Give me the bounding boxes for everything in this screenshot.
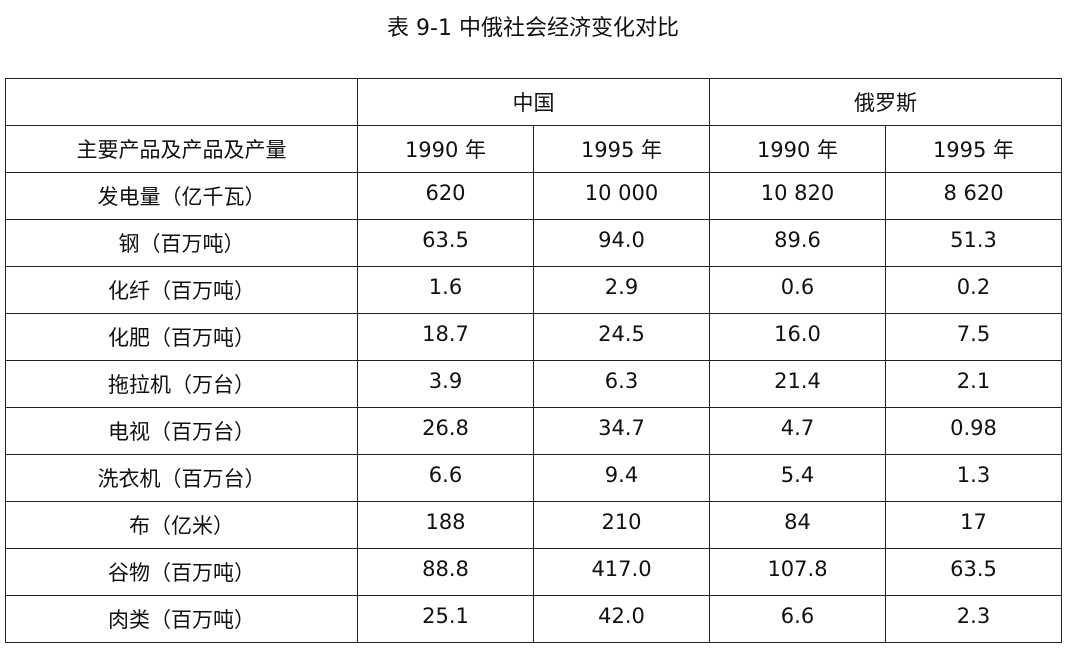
value-cell: 8 620: [885, 172, 1062, 220]
value-cell: 3.9: [357, 360, 534, 408]
empty-header-cell: [5, 78, 358, 126]
table-row: 拖拉机（万台） 3.9 6.3 21.4 2.1: [5, 360, 1062, 408]
value-cell: 25.1: [357, 595, 534, 643]
value-cell: 210: [533, 501, 710, 549]
row-label-header: 主要产品及产品及产量: [5, 125, 358, 173]
comparison-table: 中国 俄罗斯 主要产品及产品及产量 1990 年 1995 年 1990 年 1…: [5, 78, 1062, 643]
value-cell: 51.3: [885, 219, 1062, 267]
value-cell: 10 000: [533, 172, 710, 220]
value-cell: 24.5: [533, 313, 710, 361]
row-label: 发电量（亿千瓦）: [5, 172, 358, 220]
row-label: 谷物（百万吨）: [5, 548, 358, 596]
table-row: 钢（百万吨） 63.5 94.0 89.6 51.3: [5, 219, 1062, 267]
value-cell: 94.0: [533, 219, 710, 267]
header-row-years: 主要产品及产品及产量 1990 年 1995 年 1990 年 1995 年: [5, 125, 1062, 173]
value-cell: 0.98: [885, 407, 1062, 455]
header-row-countries: 中国 俄罗斯: [5, 78, 1062, 126]
value-cell: 1.6: [357, 266, 534, 314]
value-cell: 2.1: [885, 360, 1062, 408]
value-cell: 10 820: [709, 172, 886, 220]
value-cell: 6.6: [357, 454, 534, 502]
row-label: 电视（百万台）: [5, 407, 358, 455]
value-cell: 417.0: [533, 548, 710, 596]
value-cell: 1.3: [885, 454, 1062, 502]
value-cell: 2.9: [533, 266, 710, 314]
row-label: 化肥（百万吨）: [5, 313, 358, 361]
value-cell: 26.8: [357, 407, 534, 455]
value-cell: 0.6: [709, 266, 886, 314]
value-cell: 21.4: [709, 360, 886, 408]
value-cell: 9.4: [533, 454, 710, 502]
value-cell: 2.3: [885, 595, 1062, 643]
row-label: 肉类（百万吨）: [5, 595, 358, 643]
value-cell: 63.5: [357, 219, 534, 267]
value-cell: 63.5: [885, 548, 1062, 596]
table-title: 表 9-1 中俄社会经济变化对比: [387, 16, 679, 41]
table-row: 谷物（百万吨） 88.8 417.0 107.8 63.5: [5, 548, 1062, 596]
year-header: 1990 年: [357, 125, 534, 173]
table-row: 肉类（百万吨） 25.1 42.0 6.6 2.3: [5, 595, 1062, 643]
value-cell: 42.0: [533, 595, 710, 643]
table-row: 化肥（百万吨） 18.7 24.5 16.0 7.5: [5, 313, 1062, 361]
value-cell: 0.2: [885, 266, 1062, 314]
row-label: 洗衣机（百万台）: [5, 454, 358, 502]
row-label: 布（亿米）: [5, 501, 358, 549]
value-cell: 620: [357, 172, 534, 220]
row-label: 钢（百万吨）: [5, 219, 358, 267]
country-header-russia: 俄罗斯: [709, 78, 1062, 126]
table-row: 电视（百万台） 26.8 34.7 4.7 0.98: [5, 407, 1062, 455]
table-row: 布（亿米） 188 210 84 17: [5, 501, 1062, 549]
value-cell: 6.6: [709, 595, 886, 643]
year-header: 1995 年: [885, 125, 1062, 173]
value-cell: 107.8: [709, 548, 886, 596]
row-label: 拖拉机（万台）: [5, 360, 358, 408]
value-cell: 34.7: [533, 407, 710, 455]
table-row: 化纤（百万吨） 1.6 2.9 0.6 0.2: [5, 266, 1062, 314]
table-row: 发电量（亿千瓦） 620 10 000 10 820 8 620: [5, 172, 1062, 220]
value-cell: 7.5: [885, 313, 1062, 361]
value-cell: 188: [357, 501, 534, 549]
country-header-china: 中国: [357, 78, 710, 126]
value-cell: 5.4: [709, 454, 886, 502]
table-row: 洗衣机（百万台） 6.6 9.4 5.4 1.3: [5, 454, 1062, 502]
value-cell: 84: [709, 501, 886, 549]
value-cell: 89.6: [709, 219, 886, 267]
value-cell: 88.8: [357, 548, 534, 596]
value-cell: 6.3: [533, 360, 710, 408]
row-label: 化纤（百万吨）: [5, 266, 358, 314]
value-cell: 4.7: [709, 407, 886, 455]
value-cell: 16.0: [709, 313, 886, 361]
year-header: 1995 年: [533, 125, 710, 173]
value-cell: 17: [885, 501, 1062, 549]
year-header: 1990 年: [709, 125, 886, 173]
value-cell: 18.7: [357, 313, 534, 361]
